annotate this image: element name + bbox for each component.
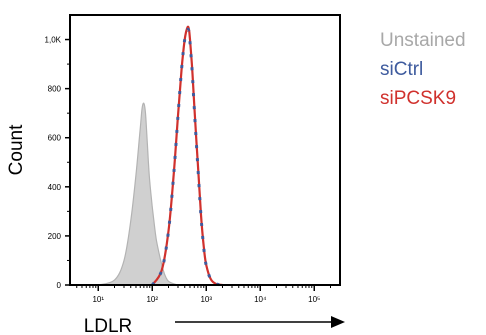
y-tick-label: 0 (57, 281, 62, 290)
x-tick-label: 10² (146, 295, 158, 304)
legend-item-unstained: Unstained (380, 30, 466, 51)
legend-item-sipcsk9: siPCSK9 (380, 88, 457, 109)
series-fill-unstained (98, 103, 190, 286)
y-tick-label: 400 (48, 183, 62, 192)
x-tick-label: 10¹ (92, 295, 104, 304)
x-tick-label: 10⁴ (254, 295, 267, 304)
y-axis-label: Count (6, 124, 27, 175)
y-axis: 0 200 400 600 800 1,0K (45, 36, 70, 290)
x-tick-label: 10³ (200, 295, 212, 304)
x-axis-arrow (175, 316, 345, 328)
series-line-sipcsk9 (151, 25, 223, 287)
y-tick-label: 200 (48, 232, 62, 241)
y-tick-label: 1,0K (45, 36, 62, 45)
series-line-unstained (98, 102, 190, 286)
legend: Unstained siCtrl siPCSK9 (380, 26, 466, 113)
axes-frame (69, 14, 341, 286)
x-axis-label: LDLR (84, 316, 133, 335)
x-axis: 10¹ 10² 10³ 10⁴ 10⁵ (76, 285, 331, 304)
legend-item-sictrl: siCtrl (380, 59, 424, 80)
y-tick-label: 600 (48, 134, 62, 143)
y-tick-label: 800 (48, 85, 62, 94)
series-layer (98, 25, 223, 287)
series-line-sictrl (150, 27, 223, 287)
x-tick-label: 10⁵ (308, 295, 320, 304)
